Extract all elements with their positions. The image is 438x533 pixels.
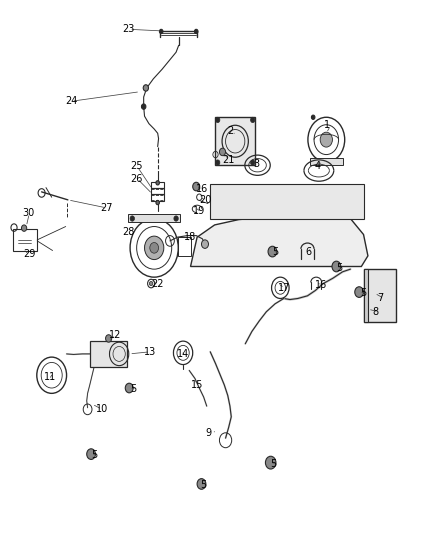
Circle shape [150, 243, 159, 253]
Bar [178, 237, 191, 256]
Text: 19: 19 [193, 206, 205, 215]
Circle shape [320, 132, 332, 147]
Circle shape [355, 287, 364, 297]
Circle shape [156, 181, 159, 185]
Text: 10: 10 [95, 405, 108, 414]
Circle shape [332, 261, 341, 272]
Circle shape [201, 240, 208, 248]
Circle shape [87, 449, 95, 459]
Circle shape [143, 85, 148, 91]
Text: 20: 20 [199, 195, 212, 205]
Text: 4: 4 [314, 161, 321, 171]
Text: 5: 5 [336, 263, 343, 272]
Bar [13, 229, 37, 251]
Bar [364, 269, 396, 322]
Text: 21: 21 [223, 155, 235, 165]
Circle shape [149, 281, 153, 286]
Circle shape [159, 29, 163, 34]
Text: 5: 5 [131, 384, 137, 394]
Text: 14: 14 [177, 350, 190, 359]
Text: 12: 12 [109, 330, 121, 340]
Bar [128, 214, 180, 222]
Circle shape [197, 479, 206, 489]
Text: 27: 27 [100, 203, 113, 213]
Polygon shape [210, 184, 364, 219]
Text: 16: 16 [315, 280, 328, 290]
Text: 25: 25 [131, 161, 143, 171]
Text: 26: 26 [131, 174, 143, 183]
Text: 3: 3 [253, 159, 259, 168]
Text: 16: 16 [196, 184, 208, 194]
Circle shape [106, 335, 112, 342]
Text: 24: 24 [65, 96, 77, 106]
Text: 5: 5 [91, 450, 97, 459]
Circle shape [251, 117, 255, 123]
Bar [90, 341, 127, 367]
Text: 6: 6 [306, 247, 312, 257]
Circle shape [194, 29, 198, 34]
Circle shape [156, 200, 159, 205]
Circle shape [130, 216, 134, 221]
Circle shape [268, 246, 277, 257]
Circle shape [251, 160, 255, 165]
Circle shape [215, 160, 220, 165]
Text: 22: 22 [151, 279, 164, 289]
Text: 28: 28 [122, 227, 134, 237]
Circle shape [21, 225, 27, 231]
Text: 15: 15 [191, 380, 203, 390]
Text: 23: 23 [123, 25, 135, 34]
Circle shape [174, 216, 178, 221]
Bar [310, 158, 343, 165]
Bar [151, 194, 164, 201]
Text: 2: 2 [227, 126, 233, 135]
Text: 5: 5 [360, 288, 366, 298]
Circle shape [215, 117, 220, 123]
Circle shape [219, 148, 226, 156]
Bar [364, 269, 368, 322]
Text: 17: 17 [278, 283, 290, 293]
Circle shape [311, 115, 315, 119]
Circle shape [125, 383, 133, 393]
Text: 30: 30 [23, 208, 35, 218]
Circle shape [145, 236, 164, 260]
Polygon shape [191, 214, 368, 266]
Bar [215, 117, 255, 165]
Text: 5: 5 [271, 459, 277, 469]
Text: 9: 9 [205, 428, 211, 438]
Text: 5: 5 [272, 247, 279, 257]
Bar [151, 188, 164, 194]
Text: 13: 13 [144, 347, 156, 357]
Text: 7: 7 [378, 294, 384, 303]
Circle shape [265, 456, 276, 469]
Circle shape [141, 104, 146, 109]
Text: 8: 8 [372, 307, 378, 317]
Text: 5: 5 [201, 480, 207, 490]
Text: 11: 11 [44, 373, 56, 382]
Text: 18: 18 [184, 232, 196, 242]
Text: 29: 29 [23, 249, 35, 259]
Circle shape [193, 182, 200, 191]
Text: 1: 1 [324, 120, 330, 130]
Bar [151, 182, 164, 188]
